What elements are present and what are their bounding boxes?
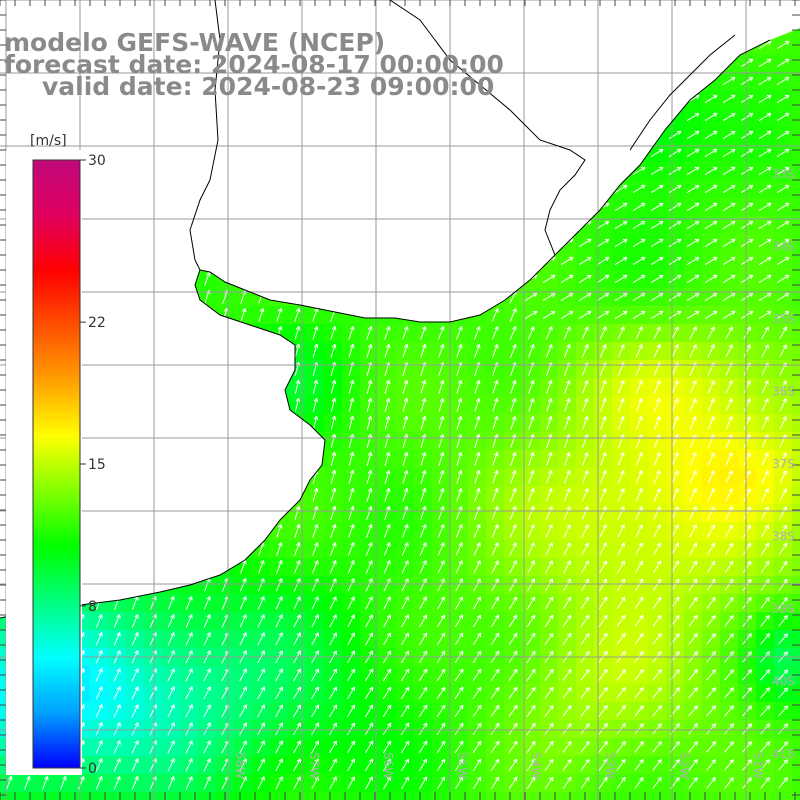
wind-cell <box>90 792 109 800</box>
wind-cell <box>792 414 800 433</box>
colorbar-tick-label: 30 <box>88 153 106 169</box>
wind-cell <box>792 558 800 577</box>
wind-cell <box>234 792 253 800</box>
wind-cell <box>792 504 800 523</box>
wind-cell <box>792 90 800 109</box>
wind-cell <box>792 270 800 289</box>
wind-cell <box>792 360 800 379</box>
longitude-label: 52W <box>677 752 691 779</box>
wind-cell <box>792 144 800 163</box>
wind-cell <box>504 792 523 800</box>
longitude-label: 58W <box>233 752 247 779</box>
latitude-label: 38S <box>772 530 795 544</box>
wind-cell <box>792 288 800 307</box>
wind-cell <box>792 540 800 559</box>
colorbar-tick-label: 22 <box>88 315 106 331</box>
latitude-label: 41S <box>772 747 795 761</box>
longitude-label: 54W <box>529 752 543 779</box>
wind-cell <box>54 792 73 800</box>
wind-cell <box>792 108 800 127</box>
colorbar-unit: [m/s] <box>30 133 67 149</box>
wind-cell <box>630 792 649 800</box>
wind-cell <box>792 522 800 541</box>
wind-cell <box>792 180 800 199</box>
wind-cell <box>792 198 800 217</box>
wind-cell <box>270 792 289 800</box>
colorbar-tick-label: 15 <box>88 457 106 473</box>
wind-cell <box>288 792 307 800</box>
wind-cell <box>792 720 800 739</box>
longitude-label: 53W <box>603 752 617 779</box>
wind-cell <box>774 792 793 800</box>
wind-cell <box>792 162 800 181</box>
wind-cell <box>792 432 800 451</box>
wind-cell <box>738 792 757 800</box>
latitude-label: 34S <box>772 240 795 254</box>
wind-cell <box>468 792 487 800</box>
wind-cell <box>792 468 800 487</box>
wind-cell <box>198 792 217 800</box>
latitude-label: 35S <box>772 312 795 326</box>
colorbar-tick-label: 8 <box>88 599 97 615</box>
wind-cell <box>648 792 667 800</box>
longitude-label: 57W <box>307 752 321 779</box>
wind-cell <box>792 54 800 73</box>
wind-cell <box>792 324 800 343</box>
wind-cell <box>0 792 19 800</box>
wind-cell <box>540 792 559 800</box>
wind-cell <box>378 792 397 800</box>
wind-cell <box>792 378 800 397</box>
wind-cell <box>414 792 433 800</box>
wind-cell <box>792 72 800 91</box>
latitude-label: 36S <box>772 385 795 399</box>
title-valid-date: valid date: 2024-08-23 09:00:00 <box>42 72 495 101</box>
longitude-label: 56W <box>381 752 395 779</box>
latitude-label: 39S <box>772 602 795 616</box>
wind-cell <box>792 450 800 469</box>
wind-cell <box>144 792 163 800</box>
wind-cell <box>324 792 343 800</box>
wind-cell <box>792 252 800 271</box>
wind-cell <box>792 792 800 800</box>
wind-cell <box>450 792 469 800</box>
wind-cell <box>720 792 739 800</box>
wind-cell <box>558 792 577 800</box>
wind-cell <box>684 792 703 800</box>
wind-cell <box>792 594 800 613</box>
wind-cell <box>792 342 800 361</box>
wind-cell <box>180 792 199 800</box>
wind-cell <box>792 612 800 631</box>
latitude-label: 37S <box>772 457 795 471</box>
wind-cell <box>792 630 800 649</box>
wind-cell <box>792 234 800 253</box>
colorbar-tick-label: 0 <box>88 761 97 777</box>
colorbar-gradient <box>32 159 81 769</box>
wind-cell <box>108 792 127 800</box>
longitude-label: 55W <box>455 752 469 779</box>
latitude-label: 33S <box>772 167 795 181</box>
longitude-label: 51W <box>751 752 765 779</box>
wind-cell <box>792 774 800 793</box>
wind-cell <box>594 792 613 800</box>
latitude-label: 40S <box>772 675 795 689</box>
wind-cell <box>18 792 37 800</box>
